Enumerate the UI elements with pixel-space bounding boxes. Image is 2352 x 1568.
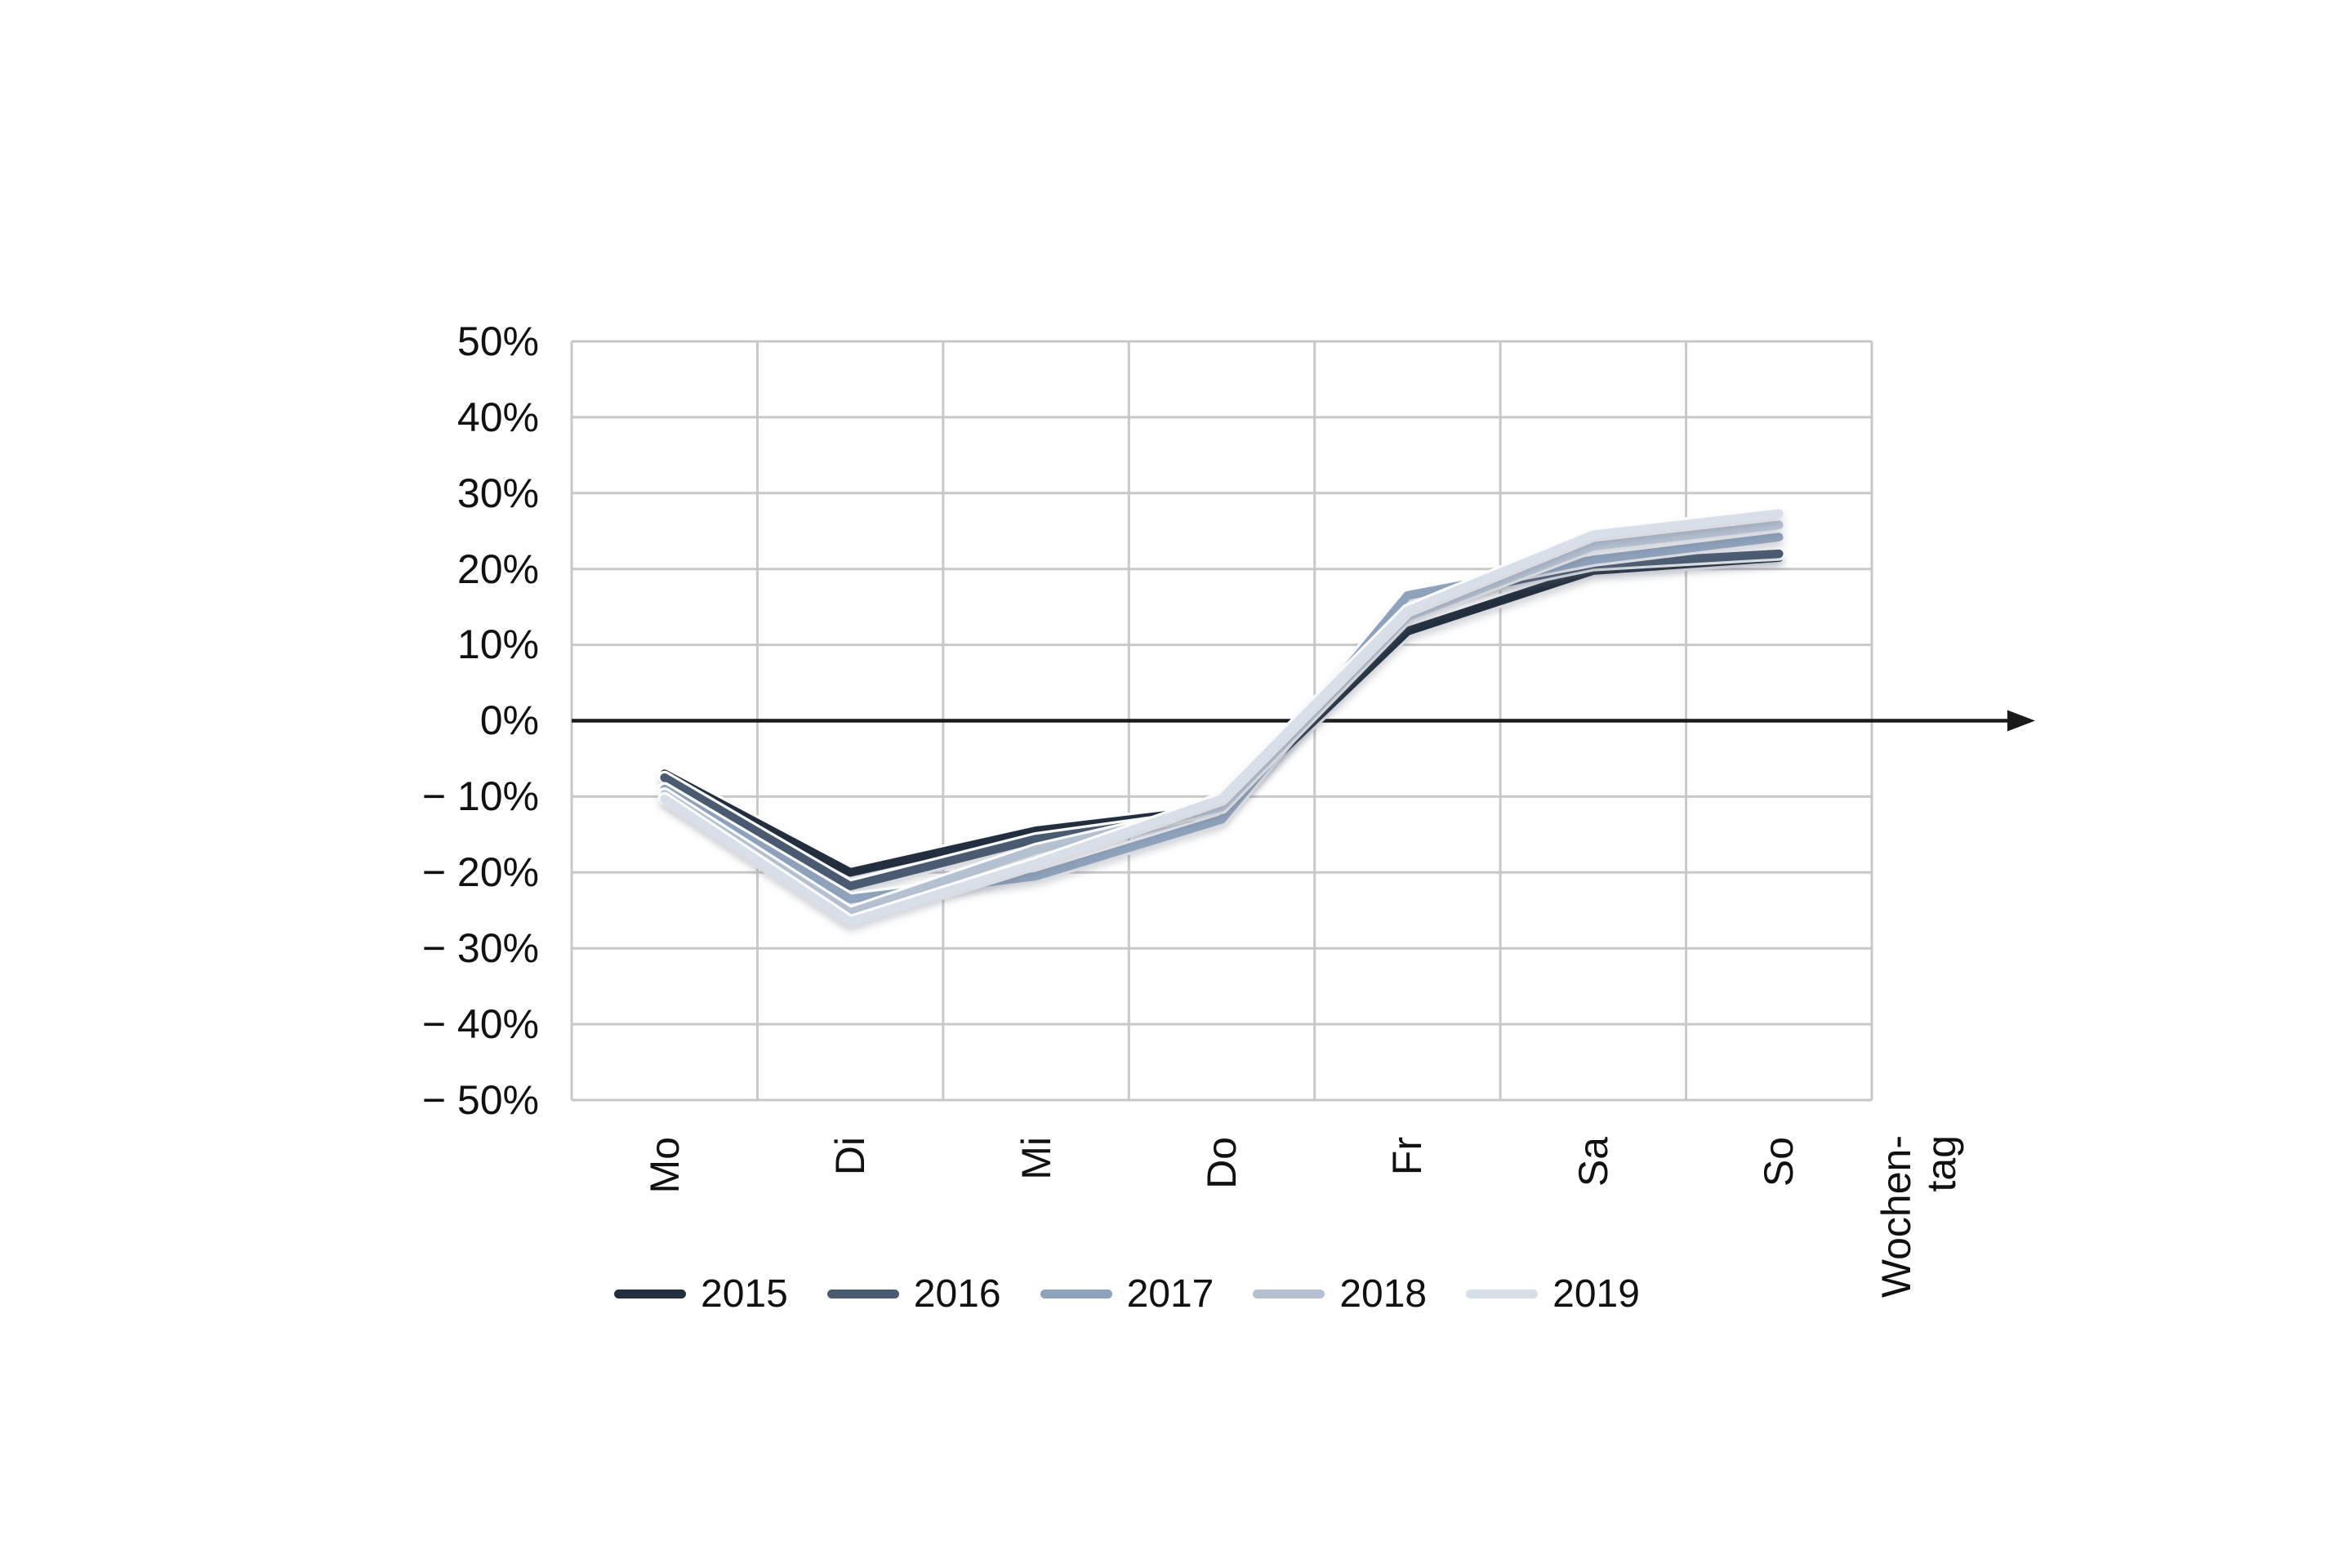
legend-item-2017: 2017 <box>1040 1272 1214 1316</box>
legend-item-2015: 2015 <box>614 1272 788 1316</box>
series-line-2017 <box>660 532 1784 904</box>
legend-label: 2018 <box>1339 1272 1428 1316</box>
x-axis-tick: Di <box>826 1137 875 1235</box>
y-axis-tick-label: − 40% <box>421 1001 539 1047</box>
x-axis-tick-label: Fr <box>1384 1137 1430 1176</box>
x-axis-tick-label: So <box>1756 1137 1802 1187</box>
x-axis-tick: Mi <box>1012 1137 1061 1235</box>
x-axis-tick-label: Mi <box>1013 1137 1059 1180</box>
y-axis-tick-label: 0% <box>479 697 539 743</box>
series-line-2019 <box>660 509 1784 926</box>
legend-label: 2015 <box>701 1272 788 1316</box>
legend-label: 2017 <box>1126 1272 1214 1316</box>
series-line-2018 <box>660 520 1784 917</box>
y-axis-tick-label: 20% <box>457 546 539 592</box>
y-axis-tick-label: 50% <box>457 318 539 364</box>
y-axis-tick-label: 10% <box>457 621 539 667</box>
y-axis-tick-label: − 20% <box>421 849 539 895</box>
legend: 2015 2016 2017 2018 2019 <box>614 1264 1640 1323</box>
x-axis-tick-label: Mo <box>642 1137 688 1194</box>
x-axis-title-line1: Wochen- <box>1873 1135 1919 1298</box>
legend-item-2018: 2018 <box>1253 1272 1427 1316</box>
x-axis-title-line2: tag <box>1918 1135 1964 1192</box>
y-axis-tick-label: − 10% <box>421 773 539 819</box>
legend-swatch-2015 <box>614 1289 686 1298</box>
x-axis-tick: Sa <box>1569 1137 1618 1235</box>
x-axis-tick: Mo <box>640 1137 689 1235</box>
plot-area <box>570 340 2042 1102</box>
plot-svg <box>570 340 2035 1102</box>
x-axis-tick: So <box>1754 1137 1803 1235</box>
legend-swatch-2017 <box>1040 1289 1112 1298</box>
y-axis-tick-label: − 50% <box>421 1077 539 1123</box>
legend-label: 2019 <box>1552 1272 1640 1316</box>
x-axis-tick-label: Sa <box>1570 1137 1616 1187</box>
y-axis-tick-label: 40% <box>457 394 539 440</box>
legend-swatch-2019 <box>1466 1289 1539 1298</box>
y-axis-tick-label: − 30% <box>421 925 539 971</box>
legend-swatch-2016 <box>826 1289 899 1298</box>
series-lines <box>657 506 1786 929</box>
legend-item-2019: 2019 <box>1466 1272 1640 1316</box>
y-axis-tick-label: 30% <box>457 470 539 516</box>
x-axis-tick: Do <box>1197 1137 1246 1235</box>
x-axis-tick-label: Do <box>1199 1137 1245 1189</box>
x-axis-tick: Fr <box>1383 1137 1432 1235</box>
legend-swatch-2018 <box>1253 1289 1325 1298</box>
x-axis-tick-label: Di <box>827 1137 873 1176</box>
legend-label: 2016 <box>913 1272 1001 1316</box>
x-axis-title: Wochen- tag <box>1873 1135 1964 1380</box>
legend-item-2016: 2016 <box>826 1272 1001 1316</box>
